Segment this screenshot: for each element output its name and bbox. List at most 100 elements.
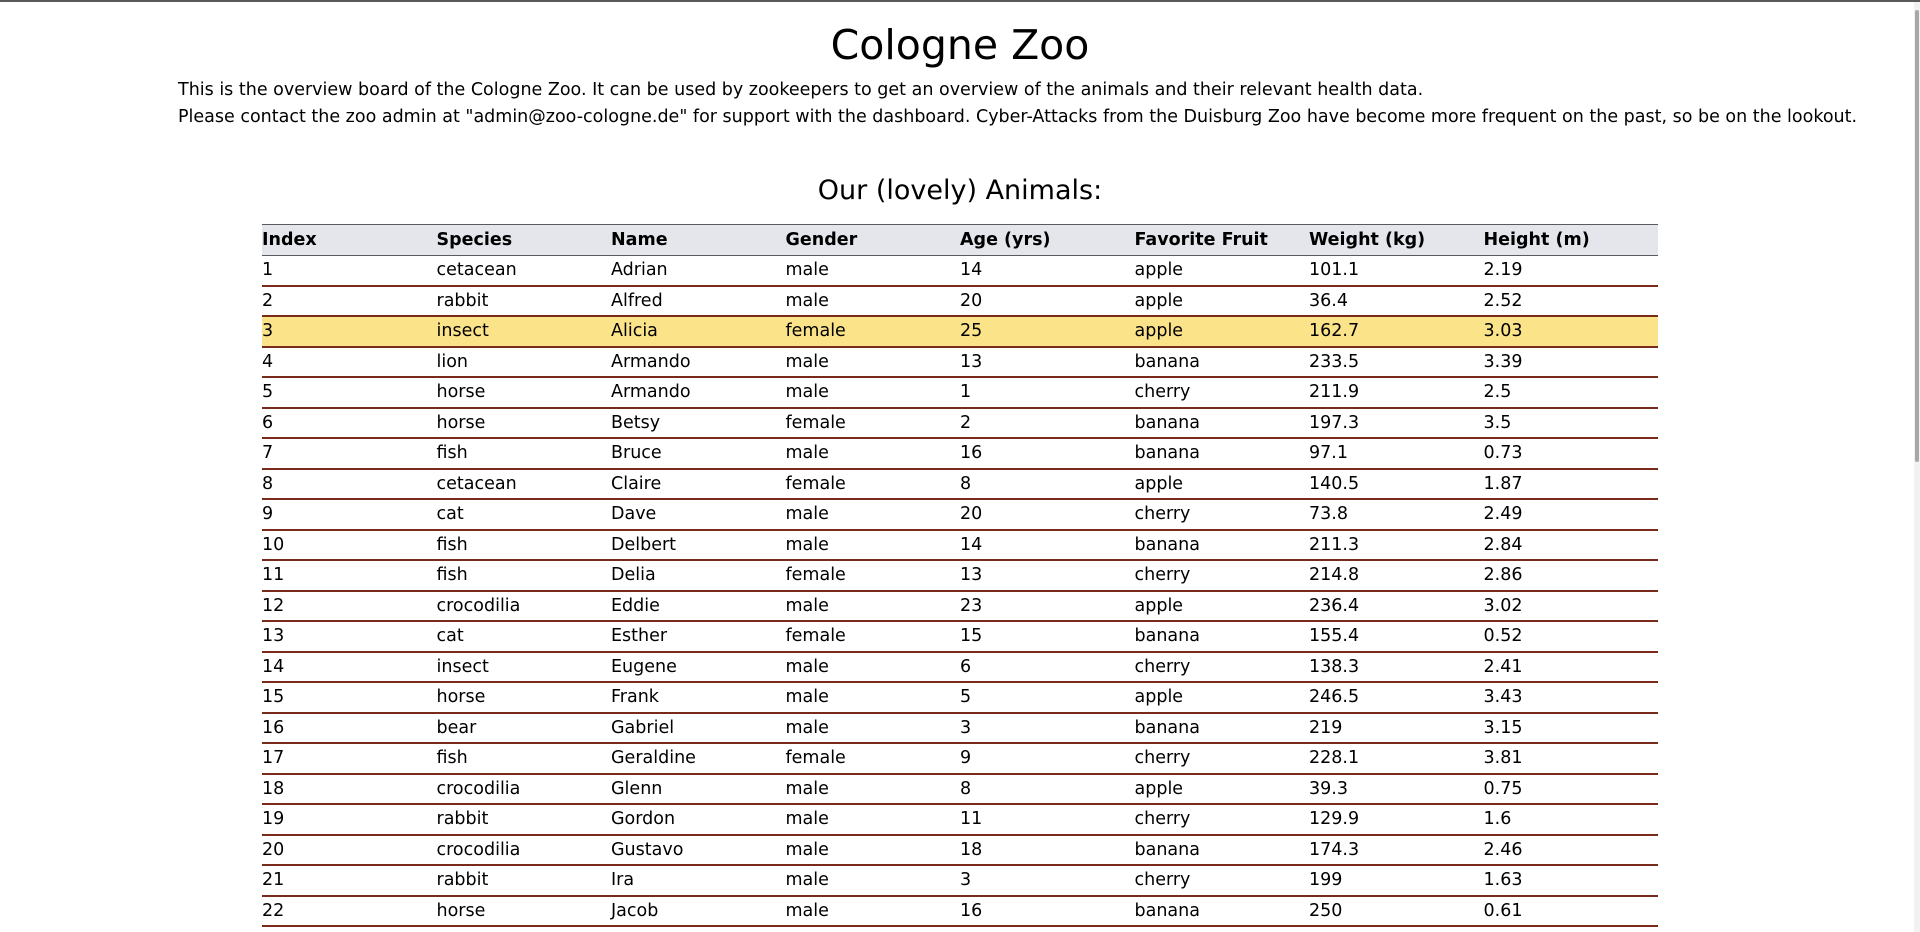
cell-age: 16 — [960, 438, 1135, 470]
cell-index: 11 — [262, 560, 437, 592]
cell-height: 1.63 — [1483, 865, 1658, 897]
table-row: 4 lion Armando male 13 banana 233.5 3.39 — [262, 346, 1658, 378]
cell-name: Armando — [611, 377, 786, 409]
table-row: 20 crocodilia Gustavo male 18 banana 174.3 2.46 — [262, 834, 1658, 866]
cell-favorite-fruit: banana — [1134, 407, 1309, 439]
table-row: 17 fish Geraldine female 9 cherry 228.1 3.81 — [262, 743, 1658, 775]
cell-weight: 211.3 — [1309, 529, 1484, 561]
cell-height: 3.02 — [1483, 590, 1658, 622]
cell-species: fish — [436, 560, 611, 592]
cell-species: fish — [436, 529, 611, 561]
cell-favorite-fruit: cherry — [1134, 651, 1309, 683]
cell-index: 15 — [262, 682, 437, 714]
table-row: 10 fish Delbert male 14 banana 211.3 2.84 — [262, 529, 1658, 561]
cell-gender: female — [785, 743, 960, 775]
cell-species: cat — [436, 621, 611, 653]
cell-weight: 73.8 — [1309, 499, 1484, 531]
cell-height: 0.52 — [1483, 621, 1658, 653]
cell-height: 2.41 — [1483, 651, 1658, 683]
cell-age: 20 — [960, 499, 1135, 531]
cell-weight: 101.1 — [1309, 255, 1484, 287]
cell-age: 6 — [960, 651, 1135, 683]
cell-favorite-fruit: apple — [1134, 773, 1309, 805]
cell-favorite-fruit: cherry — [1134, 499, 1309, 531]
table-row: 11 fish Delia female 13 cherry 214.8 2.86 — [262, 560, 1658, 592]
cell-age: 8 — [960, 468, 1135, 500]
cell-height: 1.87 — [1483, 468, 1658, 500]
table-row: 15 horse Frank male 5 apple 246.5 3.43 — [262, 682, 1658, 714]
cell-favorite-fruit: apple — [1134, 682, 1309, 714]
cell-species: lion — [436, 346, 611, 378]
cell-gender: male — [785, 834, 960, 866]
cell-species: insect — [436, 316, 611, 348]
cell-name: Eugene — [611, 651, 786, 683]
cell-index: 3 — [262, 316, 437, 348]
cell-name: Geraldine — [611, 743, 786, 775]
cell-gender: male — [785, 285, 960, 317]
cell-gender: male — [785, 865, 960, 897]
intro-line-2: Please contact the zoo admin at "admin@z… — [178, 107, 1858, 127]
cell-index: 12 — [262, 590, 437, 622]
intro-line-1: This is the overview board of the Cologn… — [178, 80, 1424, 100]
vertical-scrollbar[interactable] — [1914, 2, 1920, 932]
cell-name: Delbert — [611, 529, 786, 561]
cell-index: 20 — [262, 834, 437, 866]
cell-gender: female — [785, 407, 960, 439]
cell-age: 20 — [960, 285, 1135, 317]
cell-index: 22 — [262, 895, 437, 927]
cell-gender: male — [785, 682, 960, 714]
cell-name: Armando — [611, 346, 786, 378]
cell-species: crocodilia — [436, 773, 611, 805]
cell-index: 5 — [262, 377, 437, 409]
cell-height: 0.75 — [1483, 773, 1658, 805]
cell-favorite-fruit: banana — [1134, 834, 1309, 866]
scrollbar-thumb[interactable] — [1915, 10, 1919, 462]
cell-weight: 219 — [1309, 712, 1484, 744]
cell-height: 3.03 — [1483, 316, 1658, 348]
cell-gender: male — [785, 773, 960, 805]
cell-age: 5 — [960, 682, 1135, 714]
cell-species: cetacean — [436, 255, 611, 287]
cell-height: 3.5 — [1483, 407, 1658, 439]
cell-name: Jacob — [611, 895, 786, 927]
cell-name: Ira — [611, 865, 786, 897]
cell-age: 14 — [960, 255, 1135, 287]
cell-name: Claire — [611, 468, 786, 500]
cell-index: 19 — [262, 804, 437, 836]
cell-age: 15 — [960, 621, 1135, 653]
cell-age: 11 — [960, 804, 1135, 836]
cell-height: 1.6 — [1483, 804, 1658, 836]
table-row: 9 cat Dave male 20 cherry 73.8 2.49 — [262, 499, 1658, 531]
cell-height: 2.5 — [1483, 377, 1658, 409]
cell-index: 16 — [262, 712, 437, 744]
cell-index: 13 — [262, 621, 437, 653]
cell-favorite-fruit: banana — [1134, 438, 1309, 470]
cell-weight: 228.1 — [1309, 743, 1484, 775]
cell-age: 8 — [960, 773, 1135, 805]
cell-age: 13 — [960, 560, 1135, 592]
cell-index: 21 — [262, 865, 437, 897]
cell-height: 2.19 — [1483, 255, 1658, 287]
cell-favorite-fruit: cherry — [1134, 743, 1309, 775]
cell-species: crocodilia — [436, 834, 611, 866]
cell-name: Esther — [611, 621, 786, 653]
cell-age: 16 — [960, 895, 1135, 927]
page-title: Cologne Zoo — [830, 21, 1090, 69]
cell-name: Alicia — [611, 316, 786, 348]
cell-species: fish — [436, 743, 611, 775]
cell-species: horse — [436, 407, 611, 439]
animals-table: Index Species Name Gender Age (yrs) Favo… — [262, 224, 1658, 927]
column-header-gender: Gender — [785, 224, 960, 256]
column-header-name: Name — [611, 224, 786, 256]
cell-favorite-fruit: apple — [1134, 316, 1309, 348]
cell-age: 23 — [960, 590, 1135, 622]
cell-weight: 214.8 — [1309, 560, 1484, 592]
cell-height: 2.46 — [1483, 834, 1658, 866]
table-row: 2 rabbit Alfred male 20 apple 36.4 2.52 — [262, 285, 1658, 317]
cell-name: Betsy — [611, 407, 786, 439]
table-row: 22 horse Jacob male 16 banana 250 0.61 — [262, 895, 1658, 927]
table-row: 18 crocodilia Glenn male 8 apple 39.3 0.75 — [262, 773, 1658, 805]
cell-age: 1 — [960, 377, 1135, 409]
cell-gender: male — [785, 651, 960, 683]
table-header: Index Species Name Gender Age (yrs) Favo… — [262, 224, 1658, 256]
